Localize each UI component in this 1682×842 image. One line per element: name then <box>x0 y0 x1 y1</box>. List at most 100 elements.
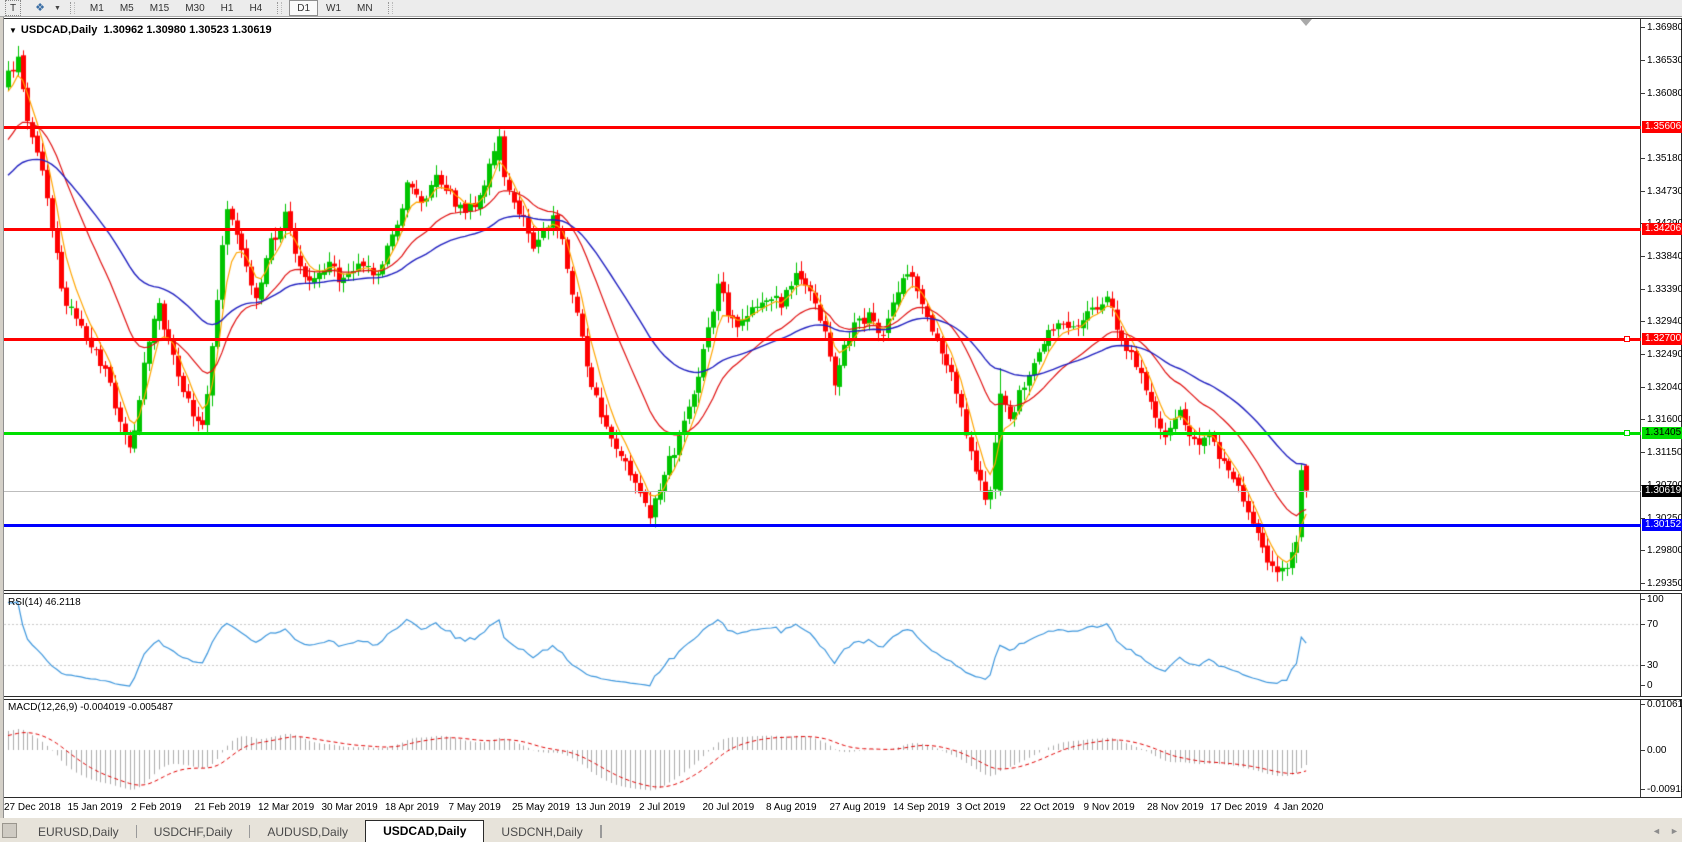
date-label: 14 Sep 2019 <box>893 802 950 813</box>
date-label: 27 Aug 2019 <box>829 802 886 813</box>
price-tick-label: 1.31150 <box>1647 446 1682 458</box>
date-label: 22 Oct 2019 <box>1020 802 1075 813</box>
timeframe-button-mn[interactable]: MN <box>357 2 373 14</box>
price-tick-label: 1.32490 <box>1647 349 1682 361</box>
price-tick-mark <box>1641 321 1645 323</box>
price-tick-mark <box>1641 354 1645 356</box>
timeframe-button-h1[interactable]: H1 <box>220 2 234 14</box>
date-label: 21 Feb 2019 <box>194 802 251 813</box>
price-tick-mark <box>1641 550 1645 552</box>
date-label: 2 Feb 2019 <box>131 802 182 813</box>
dropdown-caret-icon[interactable]: ▼ <box>53 4 61 12</box>
price-tick-mark <box>1641 583 1645 585</box>
rsi-tick-label: 70 <box>1647 619 1659 630</box>
toolbar-separator <box>387 2 393 14</box>
price-tick-label: 1.33390 <box>1647 283 1682 295</box>
price-tick-mark <box>1641 419 1645 421</box>
tabbar-corner-box <box>2 823 17 838</box>
timeframe-button-m5[interactable]: M5 <box>119 2 134 14</box>
tab-usdchf-daily[interactable]: USDCHF,Daily <box>153 825 233 839</box>
level-price-label: 1.31405 <box>1642 427 1682 440</box>
level-line-handle[interactable] <box>1624 430 1630 437</box>
last-price-label: 1.30619 <box>1642 484 1682 497</box>
rsi-tick-label: 100 <box>1647 594 1664 605</box>
tab-separator <box>600 825 602 838</box>
price-tick-label: 1.34730 <box>1647 186 1682 197</box>
price-tick-label: 1.32040 <box>1647 382 1682 394</box>
chart-title: ▼ USDCAD,Daily 1.30962 1.30980 1.30523 1.… <box>9 24 272 36</box>
date-label: 18 Apr 2019 <box>385 802 439 813</box>
tab-eurusd-daily[interactable]: EURUSD,Daily <box>38 825 119 839</box>
price-tick-mark <box>1641 92 1645 94</box>
date-label: 20 Jul 2019 <box>702 802 755 813</box>
arrange-windows-button[interactable]: ❖ <box>27 0 53 16</box>
timeframe-button-m15[interactable]: M15 <box>149 2 170 14</box>
level-line-1.35606[interactable] <box>4 126 1641 130</box>
level-price-label: 1.30152 <box>1642 518 1682 531</box>
macd-tick-label: 0.00 <box>1647 745 1667 756</box>
macd-tick-label: 0.010615 <box>1647 699 1682 711</box>
date-label: 4 Jan 2020 <box>1274 802 1324 813</box>
date-label: 12 Mar 2019 <box>258 802 315 813</box>
date-label: 8 Aug 2019 <box>766 802 817 813</box>
chart-shift-marker-icon[interactable] <box>1300 19 1313 26</box>
macd-tick-label: -0.00918 <box>1647 784 1682 796</box>
level-price-label: 1.32700 <box>1642 332 1682 345</box>
price-tick-label: 1.36530 <box>1647 54 1682 66</box>
rsi-tick-label: 30 <box>1647 660 1659 671</box>
price-tick-label: 1.31600 <box>1647 414 1682 426</box>
date-label: 27 Dec 2018 <box>4 802 61 813</box>
date-label: 13 Jun 2019 <box>575 802 631 813</box>
chart-title-caret-icon[interactable]: ▼ <box>9 26 17 35</box>
toolbar: T ❖ ▼ M1 M5 M15 M30 H1 H4 D1 W1 MN <box>0 0 1682 17</box>
price-tick-mark <box>1641 451 1645 453</box>
level-line-1.34206[interactable] <box>4 228 1641 232</box>
level-line-1.32700[interactable] <box>4 337 1641 341</box>
chart-title-symbol: USDCAD,Daily <box>20 24 98 36</box>
timeframe-button-h4[interactable]: H4 <box>249 2 263 14</box>
toolbar-grip <box>69 2 75 14</box>
chart-tab-bar: EURUSD,Daily USDCHF,Daily AUDUSD,Daily USDC… <box>0 818 1682 842</box>
tab-usdcad-daily[interactable]: USDCAD,Daily <box>365 820 485 842</box>
timeframe-button-w1[interactable]: W1 <box>326 2 342 14</box>
rsi-tick-label: 0 <box>1647 680 1653 691</box>
timeframe-button-d1[interactable]: D1 <box>289 0 319 16</box>
rsi-tick-mark <box>1641 665 1645 666</box>
tab-audusd-daily[interactable]: AUDUSD,Daily <box>267 825 349 839</box>
price-tick-mark <box>1641 27 1645 28</box>
price-tick-mark <box>1641 59 1645 61</box>
date-label: 2 Jul 2019 <box>639 802 686 813</box>
tab-separator <box>599 825 601 838</box>
rsi-tick-mark <box>1641 599 1645 600</box>
date-label: 30 Mar 2019 <box>321 802 378 813</box>
arrange-windows-icon: ❖ <box>35 1 45 14</box>
date-label: 17 Dec 2019 <box>1210 802 1268 813</box>
timeframe-button-m1[interactable]: M1 <box>89 2 104 14</box>
tab-scroll-right-icon[interactable]: ► <box>1670 826 1679 836</box>
text-tool-button[interactable]: T <box>5 0 22 16</box>
level-price-label: 1.35606 <box>1642 121 1682 134</box>
timeframe-button-m30[interactable]: M30 <box>185 2 205 14</box>
date-label: 3 Oct 2019 <box>956 802 1006 813</box>
tab-usdcnh-daily[interactable]: USDCNH,Daily <box>501 825 583 839</box>
tab-separator <box>135 825 137 838</box>
price-tick-mark <box>1641 387 1645 389</box>
level-line-1.30152[interactable] <box>4 523 1641 527</box>
price-tick-mark <box>1641 288 1645 290</box>
macd-label: MACD(12,26,9) -0.004019 -0.005487 <box>8 702 174 713</box>
level-line-1.31405[interactable] <box>4 432 1641 436</box>
rsi-label: RSI(14) 46.2118 <box>8 597 81 608</box>
chart-title-ohlc: 1.30962 1.30980 1.30523 1.30619 <box>103 24 272 36</box>
last-price-line <box>4 490 1641 492</box>
date-label: 15 Jan 2019 <box>67 802 123 813</box>
timeframe-toolbar: M1 M5 M15 M30 H1 H4 D1 W1 MN <box>82 0 400 16</box>
price-tick-label: 1.32940 <box>1647 316 1682 328</box>
level-line-handle[interactable] <box>1624 335 1630 342</box>
price-tick-label: 1.29800 <box>1647 545 1682 557</box>
price-tick-label: 1.35180 <box>1647 153 1682 165</box>
toolbar-separator <box>277 2 283 14</box>
price-tick-label: 1.30250 <box>1647 513 1682 524</box>
tab-scroll-left-icon[interactable]: ◄ <box>1652 826 1661 836</box>
